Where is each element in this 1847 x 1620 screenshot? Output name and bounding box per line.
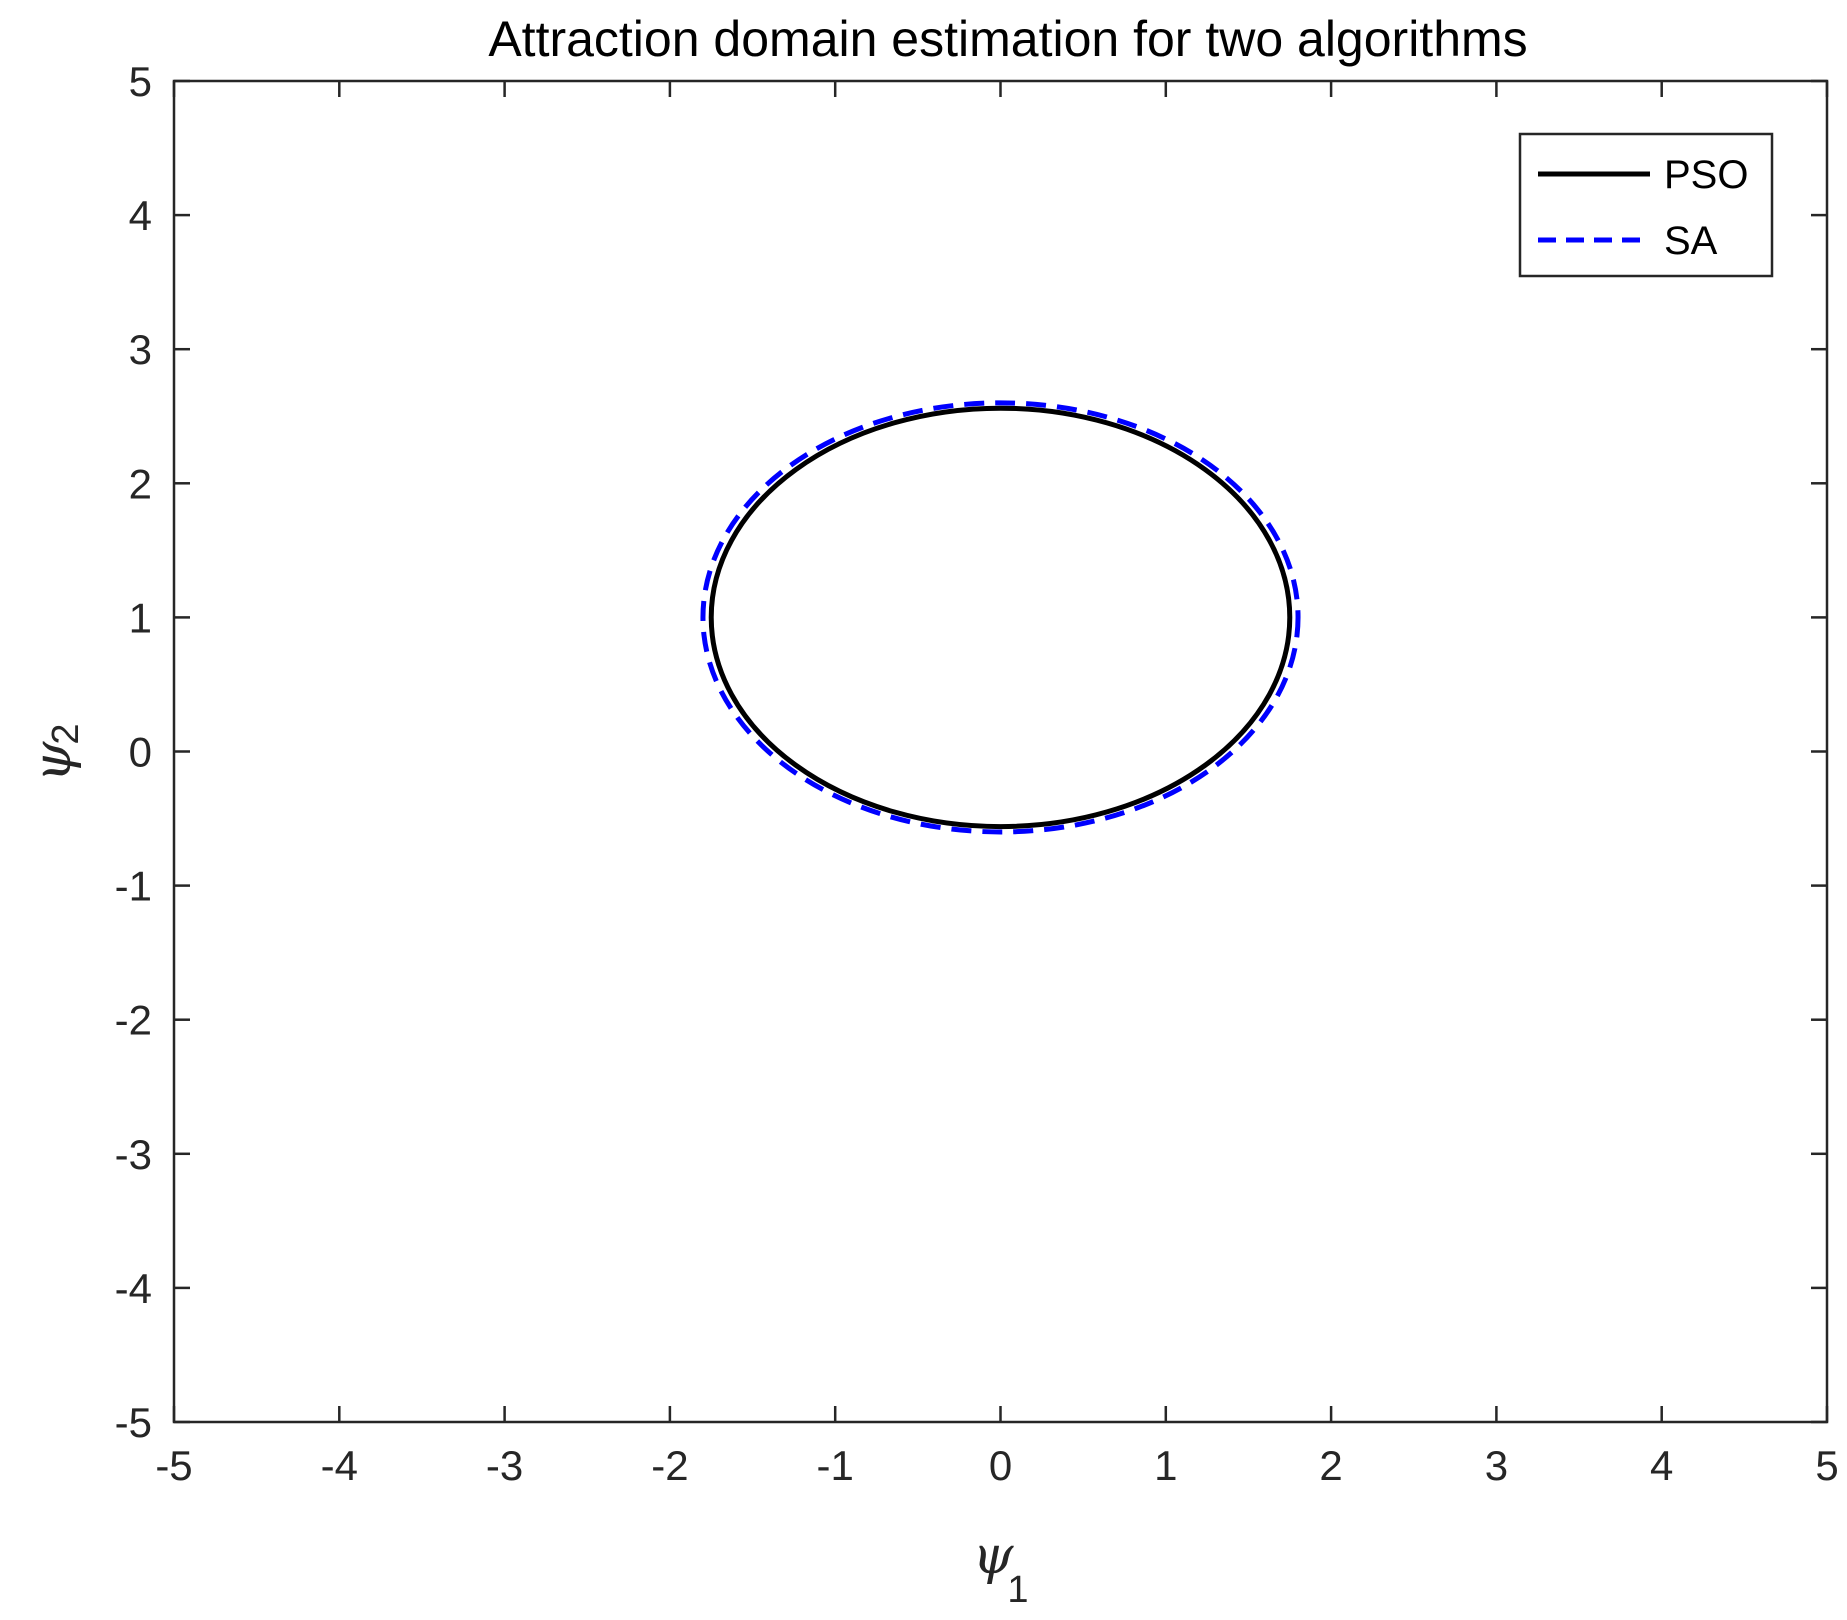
x-tick-label: 0 (989, 1442, 1012, 1489)
x-axis-label-symbol: ψ (973, 1526, 1015, 1586)
axis-tick-labels: -5 -4 -3 -2 -1 0 1 2 3 4 5 -5 -4 -3 -2 -1 0 1 2 3 4 5 (115, 58, 1839, 1489)
y-tick-label: 1 (129, 594, 152, 641)
x-tick-label: 3 (1485, 1442, 1508, 1489)
legend-label-pso: PSO (1664, 153, 1748, 197)
y-axis-label-symbol: ψ (23, 740, 83, 782)
y-tick-label: -3 (115, 1131, 152, 1178)
axis-ticks (172, 79, 1829, 1424)
y-tick-label: 2 (129, 460, 152, 507)
y-axis-label-subscript: 2 (45, 723, 87, 744)
x-tick-label: -4 (321, 1442, 358, 1489)
x-tick-label: 2 (1319, 1442, 1342, 1489)
y-tick-label: -4 (115, 1265, 152, 1312)
y-tick-label: 0 (129, 729, 152, 776)
plot-curves (700, 400, 1301, 835)
legend-label-sa: SA (1664, 219, 1718, 263)
chart-title: Attraction domain estimation for two alg… (488, 11, 1527, 67)
y-axis-label: ψ 2 (23, 723, 87, 782)
series-curve-sa (700, 400, 1301, 835)
x-tick-label: -1 (817, 1442, 854, 1489)
y-tick-label: 3 (129, 326, 152, 373)
y-tick-label: -5 (115, 1399, 152, 1446)
x-tick-label: -3 (486, 1442, 523, 1489)
plot-frame (172, 79, 1829, 1424)
legend: PSO SA (1518, 132, 1774, 278)
y-tick-label: -1 (115, 863, 152, 910)
x-tick-label: -5 (155, 1442, 192, 1489)
y-tick-label: 4 (129, 192, 152, 239)
x-tick-label: 4 (1650, 1442, 1673, 1489)
y-tick-label: 5 (129, 58, 152, 105)
x-tick-label: 5 (1815, 1442, 1838, 1489)
x-axis-label: ψ 1 (973, 1526, 1029, 1611)
y-tick-label: -2 (115, 997, 152, 1044)
x-tick-label: 1 (1154, 1442, 1177, 1489)
legend-box (1518, 132, 1774, 278)
x-tick-label: -2 (651, 1442, 688, 1489)
series-curve-pso (708, 405, 1293, 830)
x-axis-label-subscript: 1 (1007, 1569, 1028, 1611)
